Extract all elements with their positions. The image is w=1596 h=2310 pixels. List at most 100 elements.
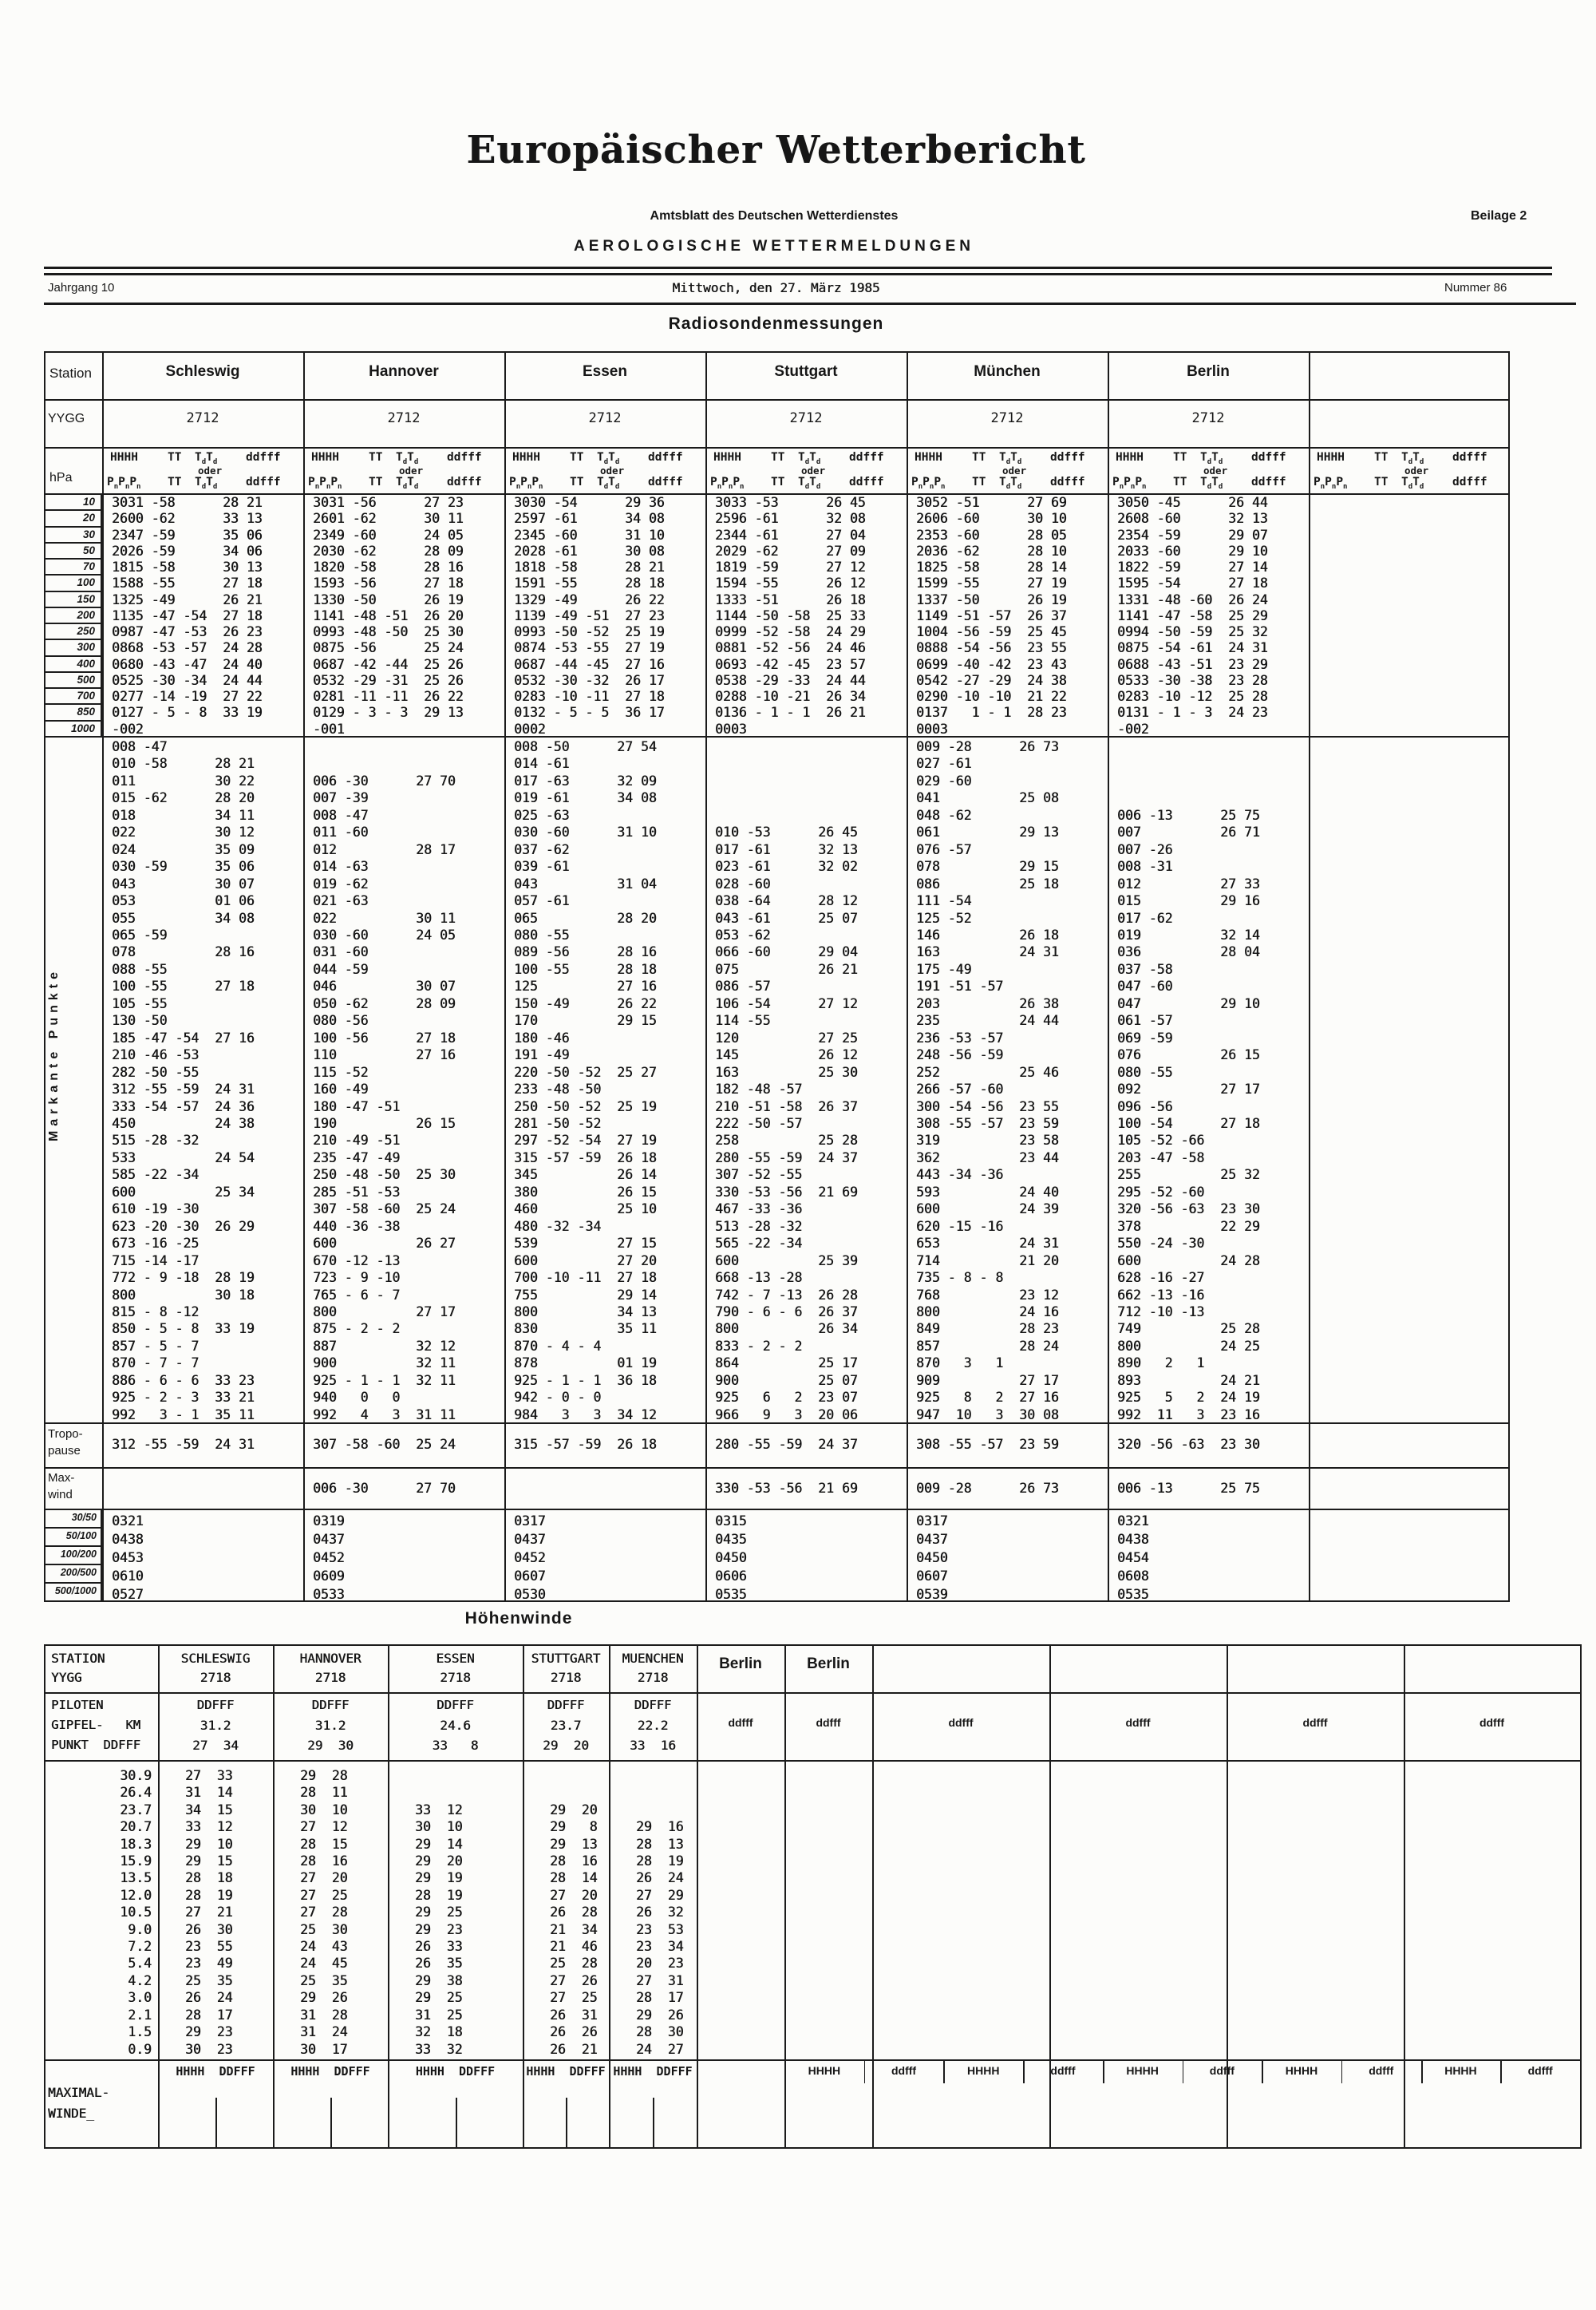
hw-pair-ddfff: ddfff [1527,2064,1553,2077]
col-header-token: ddfff [648,476,683,489]
col-header-token: TT [570,476,584,489]
hw-vline-5 [609,1644,611,2149]
col-header-token: PnPnPn [911,476,946,491]
hw-vline-11 [1404,1644,1406,2149]
hw-gipfel-km: 31.2 [200,1718,231,1733]
col-header-oder: oder [1203,465,1228,477]
column-header: HHHH TT TdTd ddfff oder PnPnPn TT TdTd ddfff [504,447,705,493]
maxwind-data: 009 -28 26 73 [916,1481,1059,1496]
rt-hline-0 [44,351,1508,354]
col-header-token: ddfff [246,476,281,489]
upper-air-data: 3033 -53 26 45 2596 -61 32 08 2344 -61 2… [715,495,866,737]
pressure-level-box: 30 [44,525,102,544]
hw-vline-0 [44,1644,46,2149]
hw-pair-divider [1341,2059,1343,2083]
col-header-token: TT [972,476,986,489]
col-header-token: TdTd [999,451,1022,466]
station-name: Stuttgart [774,363,838,380]
hw-hline-0 [44,1644,1580,1647]
hw-pair-divider [1182,2059,1183,2083]
col-header-token: HHHH [915,451,942,464]
hw-pair-hhhh: HHHH [1126,2064,1159,2077]
rt-hline-7 [44,1509,1508,1511]
hw-piloten-label: PUNKT DDFFF [51,1738,140,1752]
markante-data: 008 -50 27 54 014 -61 017 -63 32 09 019 … [514,739,657,1422]
col-header-token: HHHH [311,451,339,464]
hw-pair-border [784,2059,786,2083]
rt-vline-5 [907,351,909,1602]
column-header: HHHH TT TdTd ddfff oder PnPnPn TT TdTd ddfff [1108,447,1309,493]
col-header-token: PnPnPn [1314,476,1348,491]
hw-station-yygg: 2718 [440,1670,471,1685]
hw-altitude-column: 30.9 26.4 23.7 20.7 18.3 15.9 13.5 12.0 … [120,1768,152,2057]
hw-maximal-tick [455,2098,457,2147]
col-header-token: TT [168,451,182,464]
col-header-token: HHHH [713,451,741,464]
col-header-token: TT [1173,476,1187,489]
col-header-token: TdTd [1200,476,1223,491]
col-header-oder: oder [1002,465,1027,477]
upper-air-data: 3031 -56 27 23 2601 -62 30 11 2349 -60 2… [313,495,464,737]
col-header-token: TT [972,451,986,464]
station-yygg: 2712 [990,410,1024,426]
hw-maximal-header: HHHH DDFFF [290,2064,370,2079]
col-header-token: HHHH [1116,451,1144,464]
pressure-level-box: 850 [44,703,102,722]
hw-ddfff-label: DDFFF [547,1698,585,1712]
maxwind-data: 330 -53 -56 21 69 [715,1481,858,1496]
col-header-token: TdTd [1401,476,1424,491]
markante-data: 008 -47 010 -58 28 21 011 30 22 015 -62 … [112,739,255,1422]
col-header-token: ddfff [849,476,884,489]
hw-pair-ddfff: ddfff [1209,2064,1235,2077]
upper-air-data: 3050 -45 26 44 2608 -60 32 13 2354 -59 2… [1117,495,1268,737]
hw-station-label: STATION [51,1651,105,1666]
hw-piloten-label: PILOTEN [51,1698,104,1712]
hw-pair-border [1262,2059,1264,2083]
ratio-data: 0319 0437 0452 0609 0533 [313,1513,345,1602]
hw-maximal-header: HHHH DDFFF [415,2064,496,2079]
hw-pair-hhhh: HHHH [967,2064,1000,2077]
pressure-level-box: 200 [44,606,102,625]
hw-pair-hhhh: HHHH [1444,2064,1477,2077]
rt-vline-7 [1309,351,1311,1602]
hw-pair-border [1420,2059,1423,2083]
hw-vline-9 [1049,1644,1052,2149]
hw-vline-3 [388,1644,390,2149]
ratio-label-box: 500/1000 [44,1582,102,1602]
upper-air-data: 3030 -54 29 36 2597 -61 34 08 2345 -60 3… [514,495,665,737]
ratio-data: 0321 0438 0453 0610 0527 [112,1513,144,1602]
document-title: Europäischer Wetterbericht [466,128,1086,172]
col-header-token: ddfff [1452,451,1487,464]
column-header: HHHH TT TdTd ddfff oder PnPnPn TT TdTd ddfff [705,447,907,493]
station-name: Essen [583,363,627,380]
hw-hline-1 [44,1692,1580,1695]
hw-station-yygg: 2718 [200,1670,231,1685]
station-yygg: 2712 [789,410,823,426]
col-header-token: HHHH [512,451,540,464]
ratio-label-box: 30/50 [44,1509,102,1529]
hw-station-yygg: 2718 [637,1670,669,1685]
col-header-token: ddfff [1050,451,1085,464]
col-header-token: TT [771,476,785,489]
hw-vline-10 [1227,1644,1229,2149]
maxwind-data: 006 -13 25 75 [1117,1481,1260,1496]
col-header-token: TT [1374,476,1389,489]
col-header-token: PnPnPn [107,476,141,491]
hw-ddfff-label: DDFFF [311,1698,350,1712]
markante-data: 006 -13 25 75 007 26 71 007 -26 008 -31 … [1117,807,1260,1422]
column-header: HHHH TT TdTd ddfff oder PnPnPn TT TdTd ddfff [102,447,303,493]
markante-data: 006 -30 27 70 007 -39 008 -47 011 -60 01… [313,773,456,1422]
hw-pair-divider [1023,2059,1025,2083]
col-header-oder: oder [600,465,625,477]
col-header-token: TdTd [597,476,620,491]
rt-vline-0 [44,351,46,1602]
station-name: Schleswig [165,363,240,380]
col-header-token: TdTd [597,451,620,466]
rt-hline-1 [44,399,1508,401]
hw-maximal-tick [566,2098,567,2147]
col-header-token: TT [1173,451,1187,464]
station-yygg: 2712 [186,410,219,426]
pressure-level-box: 10 [44,493,102,512]
hw-gipfel-wind: 29 30 [307,1738,354,1753]
col-header-token: ddfff [1251,476,1286,489]
